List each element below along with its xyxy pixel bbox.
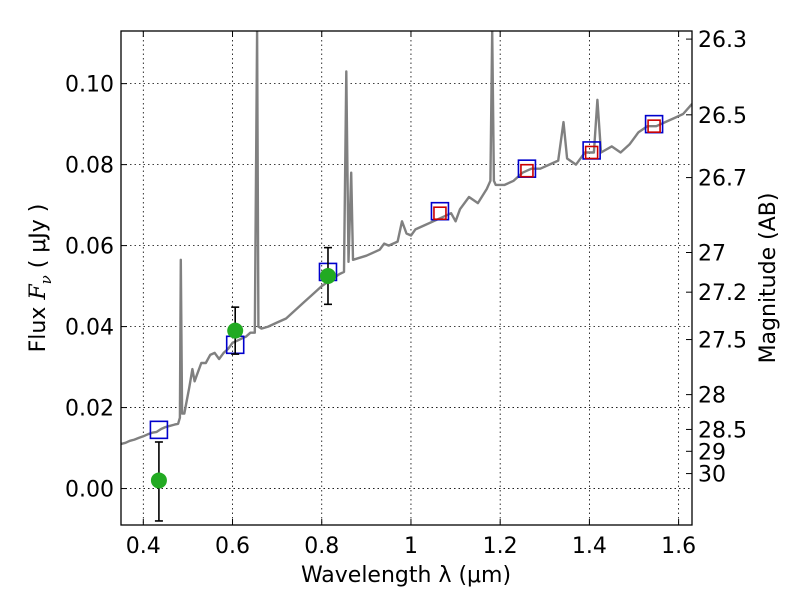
mag-tick-label: 29 xyxy=(698,440,726,465)
y-axis-label: Flux Fν ( μJy ) xyxy=(26,204,55,353)
x-tick-label: 0.4 xyxy=(126,534,161,559)
plot-frame xyxy=(120,30,693,526)
mag-tick-label: 30 xyxy=(698,463,726,488)
y-tick-label: 0.00 xyxy=(65,478,114,503)
x-tick-label: 0.6 xyxy=(215,534,250,559)
series-observed-detections xyxy=(150,246,336,522)
x-tick-label: 1.6 xyxy=(661,534,696,559)
series-model-spectrum xyxy=(121,31,692,446)
x-tick-label: 0.8 xyxy=(304,534,339,559)
mag-tick-label: 28.5 xyxy=(698,418,747,443)
mag-tick-label: 26.5 xyxy=(698,104,747,129)
mag-tick-label: 26.3 xyxy=(698,28,747,53)
square-marker xyxy=(149,420,169,440)
y-tick-label: 0.08 xyxy=(65,154,114,179)
detection-point xyxy=(227,322,244,339)
x-tick-label: 1.2 xyxy=(483,534,518,559)
series-observed-upper-limits xyxy=(433,119,661,221)
mag-tick-label: 28 xyxy=(698,384,726,409)
x-axis-label: Wavelength λ (μm) xyxy=(301,563,511,588)
detection-point xyxy=(319,267,336,284)
y2-axis-label: Magnitude (AB) xyxy=(756,193,781,364)
square-marker xyxy=(433,206,447,221)
detection-point xyxy=(150,472,167,489)
y-tick-label: 0.10 xyxy=(65,73,114,98)
plot-area xyxy=(121,31,692,522)
x-tick-label: 1 xyxy=(404,534,418,559)
mag-tick-label: 26.7 xyxy=(698,167,747,192)
grid xyxy=(121,31,692,525)
x-tick-label: 1.4 xyxy=(572,534,607,559)
y-tick-label: 0.04 xyxy=(65,316,114,341)
axes-ticks: 0.4 0.6 0.8 1 1.2 1.4 1.6 0.00 0.02 0.04 0.06 0.08 0… xyxy=(65,28,747,559)
y-tick-label: 0.02 xyxy=(65,397,114,422)
square-marker xyxy=(647,119,661,133)
mag-tick-label: 27 xyxy=(698,241,726,266)
mag-tick-label: 27.2 xyxy=(698,281,747,306)
y-tick-label: 0.06 xyxy=(65,235,114,260)
square-marker xyxy=(520,163,534,178)
mag-tick-label: 27.5 xyxy=(698,329,747,354)
spectrum-line xyxy=(121,31,692,446)
square-marker xyxy=(584,145,599,160)
